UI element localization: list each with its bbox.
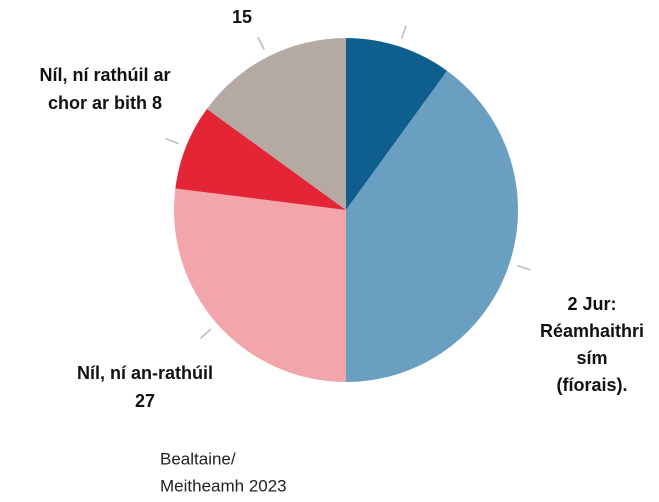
leader-line [400,25,407,40]
slice-label: Níl, ní rathúil ar [39,65,170,85]
slice-label: sím [576,348,607,368]
note-line: Bealtaine/ [160,449,236,468]
pie-slice [346,38,448,210]
leader-line [199,328,212,339]
slice-label: Níl, ní an-rathúil [77,363,213,383]
pie-slice [206,38,346,210]
leader-line [165,137,179,145]
slice-label: chor ar bith 8 [48,93,162,113]
leader-line [516,264,531,271]
pie-slice [175,108,346,210]
slice-label: (fíorais). [556,375,627,395]
slice-label: 2 Jur: [567,294,616,314]
slice-label: 27 [135,391,155,411]
slice-label: 15 [232,7,252,27]
slice-label: Réamhaithri [540,321,644,341]
pie-slice [173,188,346,382]
leader-line [257,36,265,50]
note-line: Meitheamh 2023 [160,476,287,495]
pie-slice [346,70,519,383]
